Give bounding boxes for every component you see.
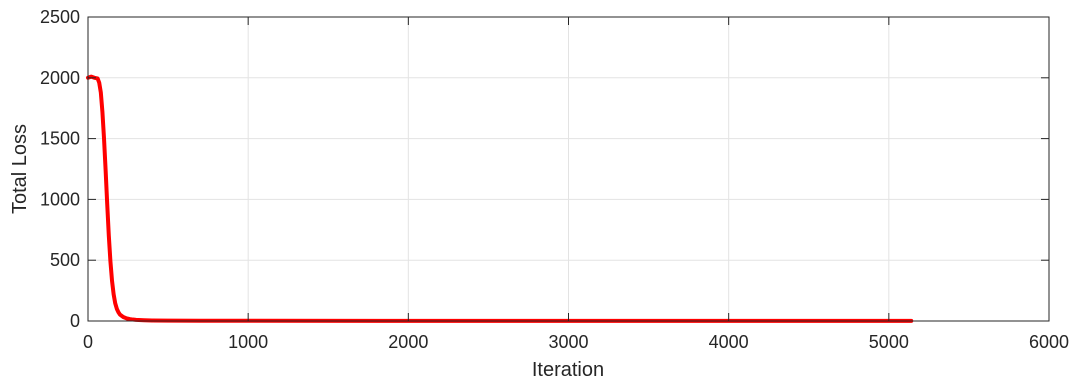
y-tick-label: 500 — [50, 250, 80, 270]
x-tick-label: 1000 — [228, 332, 268, 352]
y-axis-title: Total Loss — [9, 124, 31, 214]
x-tick-label: 0 — [83, 332, 93, 352]
x-tick-labels: 0 1000 2000 3000 4000 5000 6000 — [83, 332, 1069, 352]
y-tick-label: 2500 — [40, 7, 80, 27]
x-tick-label: 6000 — [1029, 332, 1069, 352]
x-tick-label: 4000 — [709, 332, 749, 352]
x-tick-label: 2000 — [388, 332, 428, 352]
x-tick-label: 5000 — [869, 332, 909, 352]
axes — [87, 16, 1050, 322]
y-tick-label: 1000 — [40, 189, 80, 209]
y-tick-label: 1500 — [40, 129, 80, 149]
y-tick-labels: 0 500 1000 1500 2000 2500 — [40, 7, 80, 331]
x-axis-title: Iteration — [532, 359, 604, 378]
y-tick-label: 0 — [70, 311, 80, 331]
x-tick-label: 3000 — [548, 332, 588, 352]
y-tick-label: 2000 — [40, 68, 80, 88]
